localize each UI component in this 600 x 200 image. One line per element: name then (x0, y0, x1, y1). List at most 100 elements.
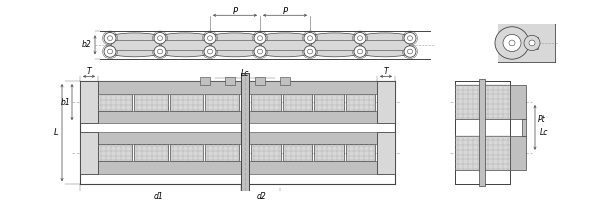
Bar (98, 144, 132, 161)
Bar (510, 85, 526, 119)
Bar (283, 94, 312, 111)
Circle shape (529, 40, 535, 46)
Circle shape (495, 27, 529, 59)
Circle shape (208, 36, 212, 41)
Bar (200, 77, 210, 85)
Circle shape (354, 46, 366, 57)
Circle shape (404, 32, 416, 44)
Circle shape (157, 49, 163, 54)
Bar (498, 24, 555, 62)
Bar (80, 132, 98, 174)
Circle shape (304, 32, 316, 44)
Bar (280, 77, 290, 85)
Bar (98, 161, 377, 174)
Text: T: T (86, 67, 91, 76)
Circle shape (404, 46, 416, 57)
Ellipse shape (208, 33, 262, 43)
Circle shape (107, 36, 113, 41)
Bar (251, 94, 281, 111)
Circle shape (104, 46, 116, 57)
Bar (314, 144, 343, 161)
Text: d2: d2 (257, 192, 267, 200)
Ellipse shape (158, 46, 212, 57)
Circle shape (107, 49, 113, 54)
Text: b2: b2 (82, 40, 92, 49)
Ellipse shape (108, 33, 162, 43)
Circle shape (254, 46, 266, 57)
Circle shape (509, 40, 515, 46)
Circle shape (208, 49, 212, 54)
Bar (225, 77, 235, 85)
Circle shape (257, 49, 263, 54)
Bar (455, 136, 510, 170)
Bar (211, 40, 259, 50)
Bar (241, 73, 249, 192)
Circle shape (154, 46, 166, 57)
Text: T: T (383, 67, 388, 76)
Bar (346, 94, 375, 111)
Circle shape (308, 49, 313, 54)
Circle shape (157, 36, 163, 41)
Circle shape (257, 36, 263, 41)
Text: L: L (53, 128, 58, 137)
Bar (251, 144, 281, 161)
Text: P: P (233, 7, 238, 16)
Circle shape (154, 32, 166, 44)
Circle shape (308, 36, 313, 41)
Circle shape (358, 36, 362, 41)
Ellipse shape (258, 33, 312, 43)
Bar (510, 136, 526, 170)
Ellipse shape (308, 46, 362, 57)
Text: b1: b1 (61, 98, 71, 107)
Bar (98, 111, 377, 123)
Bar (311, 40, 359, 50)
Bar (170, 94, 203, 111)
Bar (522, 119, 526, 136)
Bar (377, 132, 395, 174)
Bar (205, 94, 239, 111)
Circle shape (254, 32, 266, 44)
Bar (506, 37, 538, 49)
Bar (455, 81, 510, 184)
Bar (111, 40, 159, 50)
Ellipse shape (358, 46, 412, 57)
Text: Lc: Lc (540, 128, 548, 137)
Bar (98, 81, 377, 94)
Bar (98, 132, 377, 144)
Ellipse shape (158, 33, 212, 43)
Bar (98, 94, 132, 111)
Ellipse shape (308, 33, 362, 43)
Ellipse shape (208, 46, 262, 57)
Text: d1: d1 (154, 192, 163, 200)
Bar (314, 94, 343, 111)
Text: Lc: Lc (241, 69, 249, 78)
Bar (134, 144, 167, 161)
Bar (255, 77, 265, 85)
Circle shape (104, 32, 116, 44)
Circle shape (204, 46, 216, 57)
Ellipse shape (258, 46, 312, 57)
Text: P: P (283, 7, 287, 16)
Ellipse shape (358, 33, 412, 43)
Bar (283, 144, 312, 161)
Bar (161, 40, 209, 50)
Text: Pt: Pt (538, 115, 546, 124)
Circle shape (304, 46, 316, 57)
Bar (361, 40, 409, 50)
Bar (479, 79, 485, 186)
Bar (377, 81, 395, 123)
Bar (205, 144, 239, 161)
Bar (170, 144, 203, 161)
Bar (134, 94, 167, 111)
Bar (455, 85, 510, 119)
Circle shape (503, 34, 521, 52)
Bar (346, 144, 375, 161)
Circle shape (204, 32, 216, 44)
Circle shape (524, 35, 540, 51)
Circle shape (354, 32, 366, 44)
Bar (261, 40, 309, 50)
Bar (80, 81, 98, 123)
Circle shape (358, 49, 362, 54)
Circle shape (407, 36, 413, 41)
Ellipse shape (108, 46, 162, 57)
